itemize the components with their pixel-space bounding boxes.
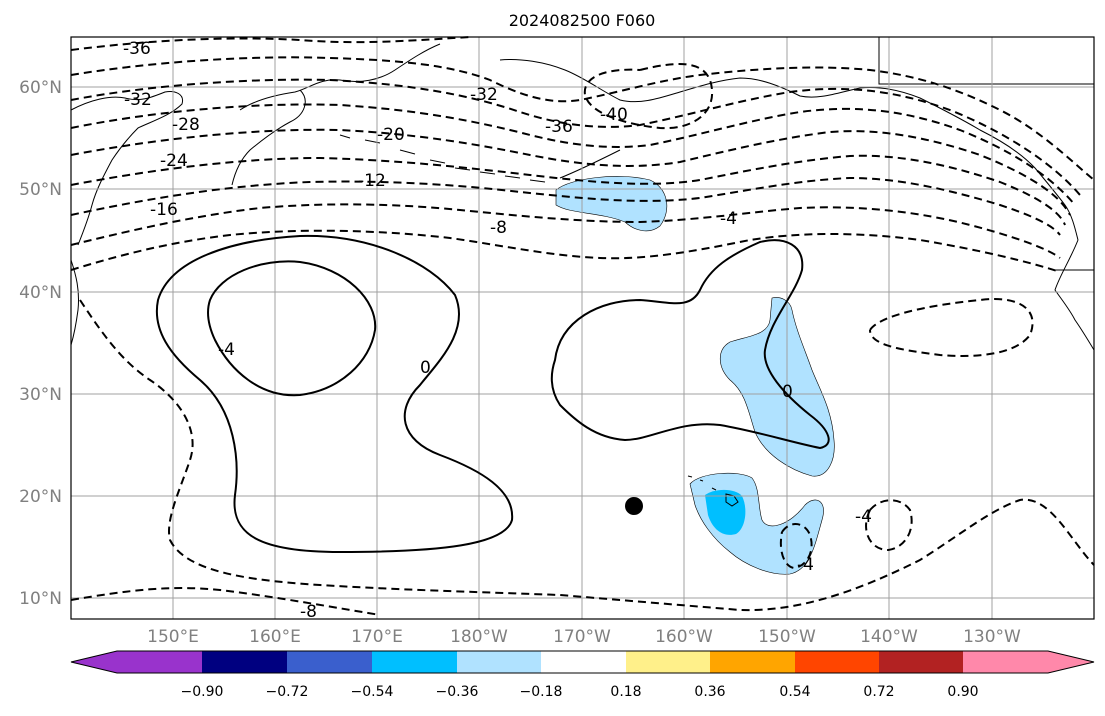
contour-label: -32 xyxy=(124,90,152,110)
colorbar-tick-label: 0.90 xyxy=(947,684,978,700)
contour-label: -24 xyxy=(160,151,188,171)
latitude-label: 20°N xyxy=(19,487,62,507)
contour-label: 0 xyxy=(782,382,793,402)
colorbar-segment xyxy=(202,651,287,673)
coastline-north-america xyxy=(1054,239,1095,351)
latitude-label: 50°N xyxy=(19,180,62,200)
contour-label: -12 xyxy=(358,171,386,191)
colorbar-segment xyxy=(626,651,710,673)
colorbar-tick-label: −0.72 xyxy=(266,684,309,700)
colorbar-segment xyxy=(879,651,963,673)
colorbar-tick-label: 0.36 xyxy=(694,684,725,700)
colorbar-segment xyxy=(372,651,457,673)
map-title: 2024082500 F060 xyxy=(509,11,656,30)
shading-core-hawaii xyxy=(705,489,746,535)
contour-label: -8 xyxy=(300,602,317,622)
longitude-label: 160°W xyxy=(655,627,713,647)
coastlines xyxy=(70,37,1095,507)
coastline-alaska xyxy=(499,59,1079,241)
storm-center-marker xyxy=(625,497,643,515)
contour-label: -40 xyxy=(600,105,628,125)
colorbar-segment xyxy=(795,651,879,673)
colorbar-segment xyxy=(71,651,202,673)
colorbar-tick-label: 0.54 xyxy=(779,684,810,700)
colorbar-tick-label: 0.72 xyxy=(863,684,894,700)
latitude-label: 30°N xyxy=(19,385,62,405)
contour-label: -28 xyxy=(172,115,200,135)
shaded-regions xyxy=(555,176,835,575)
colorbar: −0.90 −0.72 −0.54 −0.36 −0.18 0.18 0.36 … xyxy=(70,650,1095,700)
contour-label: -8 xyxy=(490,218,507,238)
contour-zero-inner xyxy=(206,260,377,397)
longitude-label: 140°W xyxy=(860,627,918,647)
colorbar-segment xyxy=(457,651,541,673)
longitude-label: 130°W xyxy=(963,627,1021,647)
colorbar-tick-label: 0.18 xyxy=(610,684,641,700)
longitude-label: 170°E xyxy=(351,627,403,647)
latitude-label: 60°N xyxy=(19,78,62,98)
contour-label: 0 xyxy=(420,358,431,378)
colorbar-tick-label: −0.54 xyxy=(351,684,394,700)
contour-label: -36 xyxy=(123,39,151,59)
contour-zero-central xyxy=(550,239,830,450)
colorbar-segment xyxy=(541,651,626,673)
longitude-label: 180°W xyxy=(450,627,508,647)
longitude-label: 150°E xyxy=(147,627,199,647)
contour-label: -32 xyxy=(470,85,498,105)
colorbar-tick-label: −0.36 xyxy=(436,684,479,700)
contour-label: -36 xyxy=(545,117,573,137)
shading-region-northeast-of-hawaii xyxy=(719,297,835,477)
contour-label: -4 xyxy=(855,507,872,527)
colorbar-segment xyxy=(710,651,795,673)
colorbar-segment xyxy=(287,651,372,673)
contour-label: -4 xyxy=(218,340,235,360)
contour-label: -16 xyxy=(150,200,178,220)
colorbar-tick-label: −0.18 xyxy=(520,684,563,700)
longitude-labels: 150°E 160°E 170°E 180°W 170°W 160°W 150°… xyxy=(147,627,1021,647)
contour-labels: -36 -32 -28 -24 -20 -16 -12 -8 -4 0 -40 … xyxy=(123,39,872,622)
longitude-label: 160°E xyxy=(249,627,301,647)
colorbar-segment xyxy=(963,651,1094,673)
contour-label: -4 xyxy=(797,555,814,575)
contour-label: -20 xyxy=(377,125,405,145)
contour-label: -4 xyxy=(720,209,737,229)
contour-zero-west xyxy=(155,234,514,554)
longitude-label: 150°W xyxy=(758,627,816,647)
colorbar-tick-label: −0.90 xyxy=(181,684,224,700)
coastline-canada-border xyxy=(878,37,1094,271)
shading-region-gulf-of-alaska xyxy=(555,176,668,232)
contours xyxy=(70,36,1095,616)
latitude-label: 40°N xyxy=(19,283,62,303)
coastline-hawaii xyxy=(687,475,739,507)
coastline-kamchatka xyxy=(70,91,184,346)
longitude-label: 170°W xyxy=(553,627,611,647)
map-panel: -36 -32 -28 -24 -20 -16 -12 -8 -4 0 -40 … xyxy=(70,36,1095,622)
latitude-label: 10°N xyxy=(19,589,62,609)
latitude-labels: 60°N 50°N 40°N 30°N 20°N 10°N xyxy=(19,78,62,609)
coastline-siberia-alaska xyxy=(231,43,441,186)
